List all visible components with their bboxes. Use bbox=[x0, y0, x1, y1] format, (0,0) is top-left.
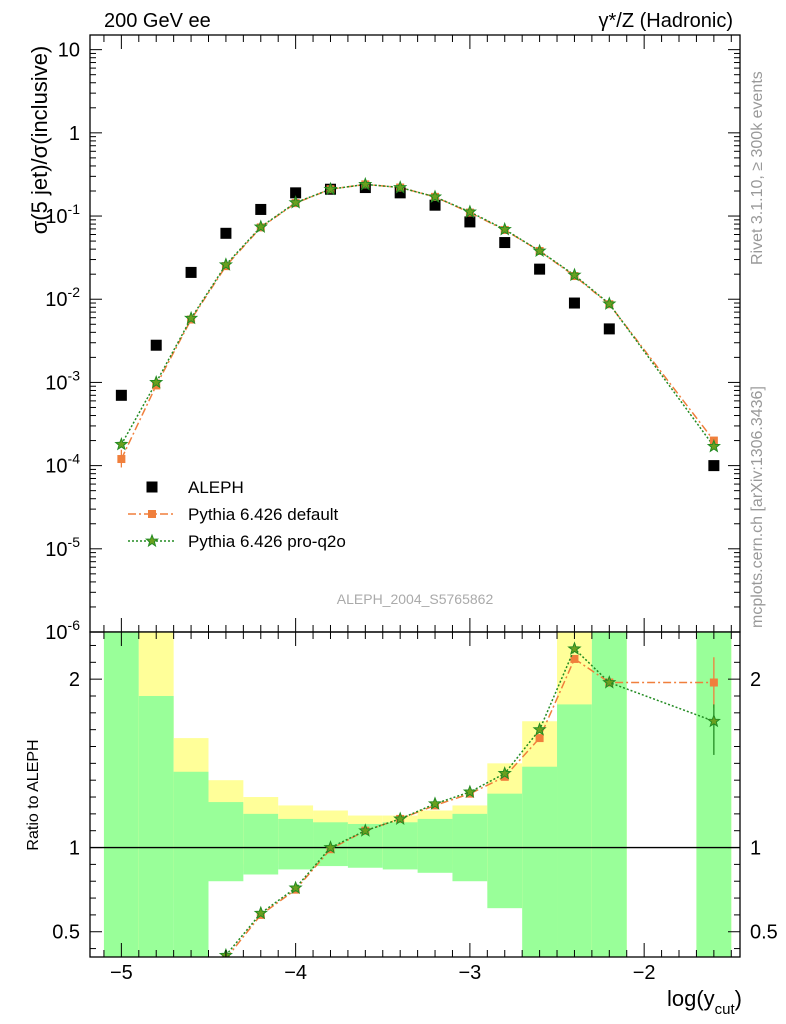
data-point-proq2o bbox=[218, 257, 233, 271]
main-y-tick-label: 10-3 bbox=[45, 367, 80, 394]
x-tick-label: −4 bbox=[284, 962, 307, 984]
ratio-point-default bbox=[570, 654, 579, 663]
uncertainty-band-inner-11 bbox=[487, 793, 523, 909]
uncertainty-band-inner-3 bbox=[208, 802, 244, 882]
ratio-frame bbox=[89, 631, 741, 958]
ratio-y-tick-label: 0.5 bbox=[52, 922, 80, 944]
header-left: 200 GeV ee bbox=[104, 10, 211, 32]
data-point-proq2o bbox=[602, 296, 617, 310]
data-point-proq2o bbox=[323, 181, 338, 196]
main-y-tick-label: 10 bbox=[58, 40, 80, 62]
data-point-aleph bbox=[499, 237, 511, 249]
uncertainty-band-inner-0 bbox=[103, 632, 139, 957]
main-y-tick-label: 10-6 bbox=[45, 617, 80, 644]
uncertainty-band-inner-1 bbox=[138, 695, 174, 957]
main-panel: 10 1 10-1 10-2 10-3 10-4 10-5 10-6 bbox=[45, 34, 741, 644]
data-point-aleph bbox=[290, 187, 302, 199]
ratio-y-tick-label-right: 0.5 bbox=[750, 922, 778, 944]
legend-label: ALEPH bbox=[188, 478, 244, 497]
ratio-line-proq2o bbox=[225, 647, 715, 956]
data-point-aleph bbox=[429, 199, 441, 211]
uncertainty-band-inner-5 bbox=[278, 818, 314, 870]
ratio-point-proq2o bbox=[602, 675, 617, 689]
uncertainty-band-inner-8 bbox=[382, 822, 418, 870]
data-point-proq2o bbox=[462, 204, 477, 218]
main-y-tick-label: 1 bbox=[69, 123, 80, 145]
data-point-aleph bbox=[568, 297, 580, 309]
ratio-panel: −5 −4 −3 −2 0.5 0.5 1 1 2 2 bbox=[52, 631, 778, 984]
main-line-default bbox=[120, 183, 715, 460]
data-point-aleph bbox=[534, 263, 546, 275]
data-point-proq2o bbox=[149, 374, 164, 389]
ratio-point-proq2o bbox=[393, 811, 408, 825]
main-y-tick-label: 10-4 bbox=[45, 451, 80, 478]
data-point-aleph bbox=[708, 460, 720, 472]
ratio-point-proq2o bbox=[462, 784, 477, 798]
ratio-point-proq2o bbox=[532, 722, 547, 736]
data-point-proq2o bbox=[532, 243, 547, 257]
data-point-aleph bbox=[464, 216, 476, 228]
uncertainty-band-inner-12 bbox=[522, 766, 558, 957]
ratio-point-proq2o bbox=[358, 823, 373, 837]
data-point-aleph bbox=[115, 389, 127, 401]
ratio-point-proq2o bbox=[323, 840, 338, 854]
data-point-aleph bbox=[220, 227, 232, 239]
ratio-point-default bbox=[535, 734, 544, 743]
uncertainty-band-inner-9 bbox=[417, 818, 453, 873]
ratio-point-default bbox=[709, 678, 718, 687]
main-y-axis-title: σ(5 jet)/σ(inclusive) bbox=[27, 46, 52, 235]
uncertainty-band-inner-13 bbox=[557, 704, 592, 957]
data-point-aleph bbox=[150, 339, 162, 351]
x-tick-label: −5 bbox=[110, 962, 133, 984]
ratio-point-default bbox=[500, 772, 509, 781]
rivet-version-label: Rivet 3.1.10, ≥ 300k events bbox=[749, 71, 766, 265]
main-y-tick-label: 10-5 bbox=[45, 534, 80, 561]
analysis-watermark: ALEPH_2004_S5765862 bbox=[337, 591, 494, 607]
data-point-aleph bbox=[603, 323, 615, 335]
uncertainty-band-inner-2 bbox=[173, 771, 209, 957]
data-point-proq2o bbox=[497, 221, 512, 236]
main-y-tick-label: 10-1 bbox=[45, 201, 80, 228]
header-right: γ*/Z (Hadronic) bbox=[599, 10, 733, 32]
mcplots-label: mcplots.cern.ch [arXiv:1306.3436] bbox=[749, 386, 766, 628]
main-y-tick-label: 10-2 bbox=[45, 284, 80, 311]
legend-label: Pythia 6.426 pro-q2o bbox=[188, 532, 346, 551]
data-point-proq2o bbox=[358, 176, 373, 191]
x-tick-label: −2 bbox=[633, 962, 656, 984]
ratio-point-proq2o bbox=[567, 641, 582, 655]
main-line-proq2o bbox=[120, 183, 715, 447]
data-point-aleph bbox=[255, 203, 267, 215]
legend-marker-proq2o bbox=[144, 533, 160, 548]
legend-marker-aleph bbox=[146, 481, 158, 493]
data-point-proq2o bbox=[427, 189, 443, 203]
data-point-proq2o bbox=[288, 195, 303, 209]
ratio-y-tick-label: 2 bbox=[69, 669, 80, 691]
uncertainty-band-inner-4 bbox=[243, 813, 279, 875]
data-point-proq2o bbox=[393, 180, 408, 194]
ratio-point-proq2o bbox=[427, 796, 443, 810]
ratio-plot-area bbox=[90, 632, 740, 957]
x-tick-label: −3 bbox=[458, 962, 481, 984]
ratio-point-proq2o bbox=[288, 880, 303, 894]
data-point-proq2o bbox=[114, 436, 129, 451]
ratio-y-tick-label-right: 2 bbox=[750, 669, 761, 691]
data-point-aleph bbox=[185, 266, 197, 278]
x-axis-title: log(ycut) bbox=[667, 986, 742, 1018]
legend-marker-default bbox=[148, 510, 156, 518]
legend: ALEPH Pythia 6.426 default Pythia 6.426 pr… bbox=[128, 478, 346, 551]
data-point-aleph bbox=[394, 187, 406, 199]
ratio-y-tick-label: 1 bbox=[69, 838, 80, 860]
ratio-point-proq2o bbox=[253, 905, 268, 920]
data-point-proq2o bbox=[567, 267, 582, 282]
ratio-y-tick-label-right: 1 bbox=[750, 838, 761, 860]
ratio-point-proq2o bbox=[497, 766, 512, 780]
data-point-default bbox=[117, 455, 126, 464]
data-point-proq2o bbox=[706, 438, 721, 453]
data-point-proq2o bbox=[253, 219, 268, 233]
ratio-y-axis-title: Ratio to ALEPH bbox=[25, 739, 42, 850]
data-point-proq2o bbox=[184, 310, 199, 325]
ratio-point-proq2o bbox=[706, 713, 721, 728]
legend-label: Pythia 6.426 default bbox=[188, 505, 339, 524]
